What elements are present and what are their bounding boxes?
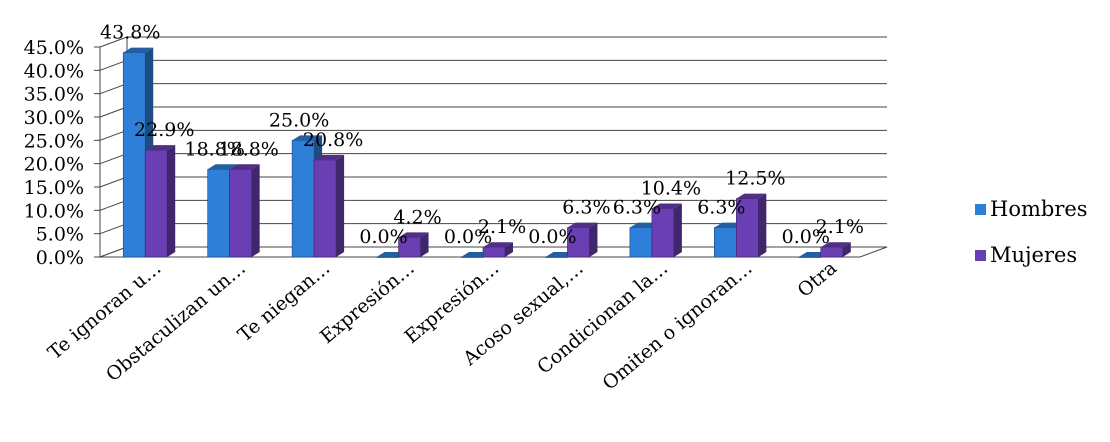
data-label-hombres-3: 0.0% [359,226,407,248]
gridline-depth [99,59,128,71]
y-tick-label: 35.0% [24,84,84,106]
x-tick-label-1: Obstaculizan un… [102,257,250,386]
data-label-mujeres-0: 22.9% [134,119,194,141]
bar-mujeres-6 [651,203,682,258]
data-label-hombres-8: 0.0% [782,226,830,248]
data-label-hombres-4: 0.0% [444,226,492,248]
data-label-mujeres-4: 2.1% [478,216,526,238]
y-axis: 0.0%5.0%10.0%15.0%20.0%25.0%30.0%35.0%40… [24,37,128,269]
legend-label-mujeres: Mujeres [990,243,1078,267]
data-label-mujeres-3: 4.2% [393,206,441,228]
bar-mujeres-7 [736,193,767,258]
data-label-mujeres-6: 10.4% [641,177,701,199]
gridline-depth [99,36,128,48]
bar-mujeres-4 [482,242,513,258]
data-label-mujeres-5: 6.3% [562,197,610,219]
bars [122,47,851,258]
y-tick-label: 0.0% [36,247,84,269]
x-tick-label-8: Otra [793,257,841,302]
legend-item-mujeres: Mujeres [975,241,1088,269]
data-label-mujeres-7: 12.5% [725,168,785,190]
bar-mujeres-8 [820,242,851,258]
bar-mujeres-2 [313,154,345,258]
data-label-hombres-7: 6.3% [697,197,745,219]
gridline-depth [99,176,128,188]
gridline-depth [99,153,128,165]
data-label-hombres-0: 43.8% [100,22,160,44]
data-labels: 43.8%22.9%18.8%18.8%25.0%20.8%0.0%4.2%0.… [100,22,864,248]
legend-swatch-mujeres [975,249,986,261]
data-label-hombres-5: 0.0% [528,226,576,248]
bar-mujeres-3 [398,232,429,258]
x-axis: Te ignoran u…Obstaculizan un…Te niegan…E… [44,257,841,395]
legend: Hombres Mujeres [975,195,1088,287]
data-label-hombres-1: 18.8% [184,138,244,160]
gridline-depth [99,199,128,211]
y-tick-label: 30.0% [24,107,84,129]
y-tick-label: 40.0% [24,60,84,82]
gridline-depth [99,129,128,141]
data-label-mujeres-2: 20.8% [303,129,363,151]
data-label-hombres-2: 25.0% [269,109,329,131]
y-tick-label: 25.0% [24,130,84,152]
data-label-mujeres-8: 2.1% [816,216,864,238]
y-tick-label: 10.0% [24,200,84,222]
legend-label-hombres: Hombres [990,197,1088,221]
gridline-depth [99,223,128,235]
bar-mujeres-1 [229,164,260,258]
data-label-hombres-6: 6.3% [613,197,661,219]
bar-mujeres-0 [144,145,176,258]
gridline-depth [99,83,128,95]
data-label-mujeres-1: 18.8% [218,138,278,160]
y-tick-label: 20.0% [24,154,84,176]
legend-swatch-hombres [975,203,986,215]
gridline-depth [99,106,128,118]
y-tick-label: 45.0% [24,37,84,59]
y-tick-label: 5.0% [36,224,84,246]
legend-item-hombres: Hombres [975,195,1088,223]
bar-mujeres-5 [567,222,598,258]
x-tick-label-7: Omiten o ignoran… [598,257,756,395]
y-tick-label: 15.0% [24,177,84,199]
